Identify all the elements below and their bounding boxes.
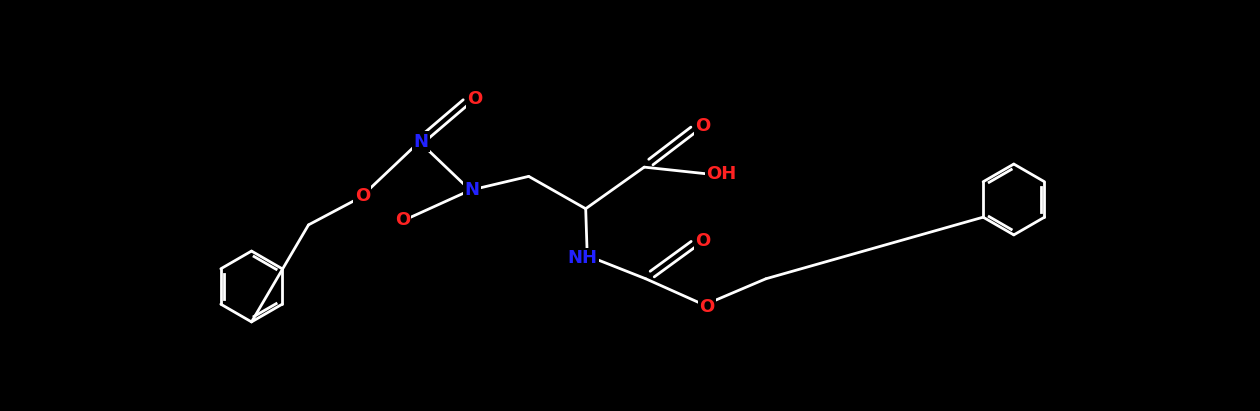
- Text: O: O: [355, 187, 370, 205]
- Text: O: O: [467, 90, 483, 108]
- Text: O: O: [394, 211, 410, 229]
- Text: O: O: [699, 298, 714, 316]
- Text: O: O: [696, 117, 711, 135]
- Text: N: N: [413, 133, 428, 151]
- Text: O: O: [696, 232, 711, 250]
- Text: OH: OH: [706, 165, 736, 183]
- Text: N: N: [464, 181, 479, 199]
- Text: NH: NH: [567, 249, 597, 267]
